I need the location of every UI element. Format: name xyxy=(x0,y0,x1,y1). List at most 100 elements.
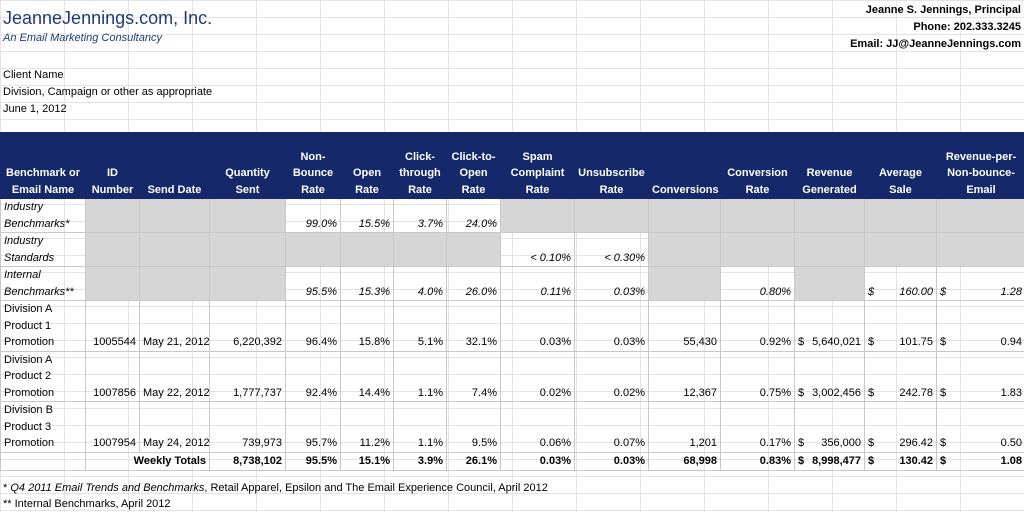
row-label[interactable]: Division A Product 1 Promotion xyxy=(0,300,86,352)
table-cell[interactable]: 11.2% xyxy=(340,401,394,453)
table-cell[interactable]: $5,640,021 xyxy=(794,300,865,352)
table-cell[interactable]: May 21, 2012 xyxy=(139,300,210,352)
table-cell[interactable]: May 22, 2012 xyxy=(139,350,210,402)
table-cell[interactable]: 1005544 xyxy=(85,300,140,352)
table-cell[interactable]: 0.03% xyxy=(574,300,649,352)
table-cell[interactable] xyxy=(648,232,721,267)
table-cell[interactable] xyxy=(285,232,341,267)
table-cell[interactable] xyxy=(500,198,575,233)
table-cell[interactable]: $8,998,477 xyxy=(794,451,865,471)
table-cell[interactable]: 3.9% xyxy=(393,451,447,471)
table-cell[interactable]: 9.5% xyxy=(446,401,501,453)
table-cell[interactable]: 15.3% xyxy=(340,266,394,301)
table-cell[interactable]: $130.42 xyxy=(864,451,937,471)
column-header[interactable]: Open Rate xyxy=(340,132,394,199)
table-cell[interactable]: 0.11% xyxy=(500,266,575,301)
column-header[interactable]: Benchmark or Email Name xyxy=(0,132,86,199)
row-label[interactable]: Industry Standards xyxy=(0,232,86,267)
table-cell[interactable] xyxy=(794,232,865,267)
row-label[interactable]: Division A Product 2 Promotion xyxy=(0,350,86,402)
table-cell[interactable]: $296.42 xyxy=(864,401,937,453)
table-cell[interactable]: < 0.10% xyxy=(500,232,575,267)
table-cell[interactable]: 0.03% xyxy=(500,300,575,352)
table-cell[interactable]: 0.06% xyxy=(500,401,575,453)
totals-label[interactable]: Weekly Totals xyxy=(85,451,210,471)
table-cell[interactable]: 0.03% xyxy=(574,451,649,471)
table-cell[interactable]: 68,998 xyxy=(648,451,721,471)
table-cell[interactable]: 26.0% xyxy=(446,266,501,301)
table-cell[interactable]: 1007954 xyxy=(85,401,140,453)
table-cell[interactable]: 1.1% xyxy=(393,401,447,453)
column-header[interactable]: Average Sale xyxy=(864,132,937,199)
column-header[interactable]: Revenue Generated xyxy=(794,132,865,199)
table-cell[interactable] xyxy=(85,232,140,267)
table-cell[interactable]: $1.08 xyxy=(936,451,1024,471)
table-cell[interactable]: 1,201 xyxy=(648,401,721,453)
table-cell[interactable]: 0.02% xyxy=(500,350,575,402)
row-label[interactable]: Internal Benchmarks** xyxy=(0,266,86,301)
table-cell[interactable]: $3,002,456 xyxy=(794,350,865,402)
table-cell[interactable]: 4.0% xyxy=(393,266,447,301)
row-label[interactable]: Industry Benchmarks* xyxy=(0,198,86,233)
table-cell[interactable] xyxy=(574,198,649,233)
table-cell[interactable] xyxy=(648,266,721,301)
column-header[interactable]: Revenue-per-Non-bounce-Email xyxy=(936,132,1024,199)
table-cell[interactable]: 96.4% xyxy=(285,300,341,352)
table-cell[interactable] xyxy=(446,232,501,267)
row-label[interactable]: Division B Product 3 Promotion xyxy=(0,401,86,453)
column-header[interactable]: Send Date xyxy=(139,132,210,199)
table-cell[interactable] xyxy=(648,198,721,233)
table-cell[interactable]: 0.83% xyxy=(720,451,795,471)
table-cell[interactable]: $356,000 xyxy=(794,401,865,453)
table-cell[interactable]: May 24, 2012 xyxy=(139,401,210,453)
table-cell[interactable] xyxy=(139,232,210,267)
table-cell[interactable]: 0.07% xyxy=(574,401,649,453)
table-cell[interactable] xyxy=(936,198,1024,233)
column-header[interactable]: Click-through Rate xyxy=(393,132,447,199)
table-cell[interactable]: 99.0% xyxy=(285,198,341,233)
table-cell[interactable] xyxy=(139,266,210,301)
column-header[interactable]: Conversions xyxy=(648,132,721,199)
table-cell[interactable]: 8,738,102 xyxy=(209,451,286,471)
table-cell[interactable] xyxy=(139,198,210,233)
table-cell[interactable]: 92.4% xyxy=(285,350,341,402)
table-cell[interactable]: 95.5% xyxy=(285,451,341,471)
table-cell[interactable] xyxy=(936,232,1024,267)
table-cell[interactable]: 739,973 xyxy=(209,401,286,453)
column-header[interactable]: Quantity Sent xyxy=(209,132,286,199)
column-header[interactable]: Unsubscribe Rate xyxy=(574,132,649,199)
report-date[interactable]: June 1, 2012 xyxy=(3,103,67,115)
table-cell[interactable]: 15.1% xyxy=(340,451,394,471)
table-cell[interactable]: $0.94 xyxy=(936,300,1024,352)
table-cell[interactable] xyxy=(720,232,795,267)
client-name[interactable]: Client Name xyxy=(3,69,64,81)
column-header[interactable]: Spam Complaint Rate xyxy=(500,132,575,199)
column-header[interactable]: Conversion Rate xyxy=(720,132,795,199)
column-header[interactable]: Non-Bounce Rate xyxy=(285,132,341,199)
table-cell[interactable]: 1.1% xyxy=(393,350,447,402)
table-cell[interactable]: $0.50 xyxy=(936,401,1024,453)
table-cell[interactable]: $101.75 xyxy=(864,300,937,352)
table-cell[interactable]: 0.03% xyxy=(574,266,649,301)
table-cell[interactable]: $1.28 xyxy=(936,266,1024,301)
table-cell[interactable]: 14.4% xyxy=(340,350,394,402)
column-header[interactable]: ID Number xyxy=(85,132,140,199)
table-cell[interactable] xyxy=(794,266,865,301)
table-cell[interactable]: 6,220,392 xyxy=(209,300,286,352)
table-cell[interactable] xyxy=(85,198,140,233)
table-cell[interactable]: 0.17% xyxy=(720,401,795,453)
table-cell[interactable]: 0.75% xyxy=(720,350,795,402)
table-cell[interactable]: 1,777,737 xyxy=(209,350,286,402)
table-cell[interactable] xyxy=(720,198,795,233)
table-cell[interactable]: 24.0% xyxy=(446,198,501,233)
table-cell[interactable] xyxy=(85,266,140,301)
table-cell[interactable]: 0.03% xyxy=(500,451,575,471)
table-cell[interactable]: 0.92% xyxy=(720,300,795,352)
table-cell[interactable] xyxy=(864,198,937,233)
table-cell[interactable]: 0.02% xyxy=(574,350,649,402)
table-cell[interactable]: $160.00 xyxy=(864,266,937,301)
table-cell[interactable]: 55,430 xyxy=(648,300,721,352)
table-cell[interactable] xyxy=(209,266,286,301)
table-cell[interactable] xyxy=(393,232,447,267)
table-cell[interactable] xyxy=(340,232,394,267)
